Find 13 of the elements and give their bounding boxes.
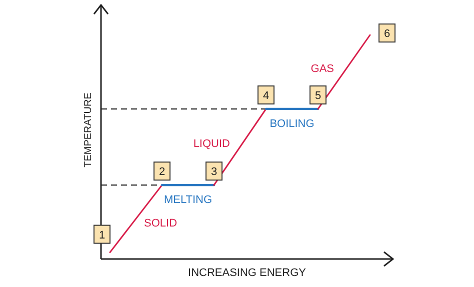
series-label: MELTING (164, 194, 212, 206)
annotation: 2 (158, 166, 166, 178)
annotation: 3 (210, 166, 218, 178)
annotation: 4 (262, 90, 270, 102)
series-label: SOLID (144, 218, 178, 230)
series-label: LIQUID (193, 138, 230, 150)
series-label: GAS (310, 62, 334, 75)
annotation: 1 (98, 229, 106, 242)
y-axis-title: TEMPERATURE (83, 92, 94, 168)
series-label: BOILING (270, 118, 314, 130)
x-axis-title: INCREASING ENERGY (188, 267, 307, 279)
annotation: 5 (314, 90, 322, 102)
annotation: 6 (384, 28, 390, 40)
